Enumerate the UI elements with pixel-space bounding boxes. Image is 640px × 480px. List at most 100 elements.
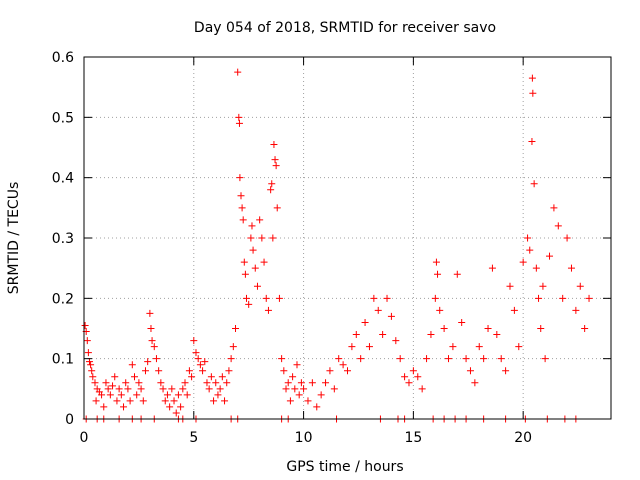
- data-point: [260, 258, 268, 266]
- data-point: [275, 294, 283, 302]
- y-tick-label: 0: [65, 412, 74, 428]
- data-point: [335, 355, 343, 363]
- data-point: [326, 367, 334, 375]
- data-point: [524, 234, 532, 242]
- data-point: [100, 403, 108, 411]
- x-axis-label: GPS time / hours: [286, 459, 403, 475]
- data-point: [159, 385, 167, 393]
- data-point: [317, 391, 325, 399]
- data-point: [236, 174, 244, 182]
- data-point: [423, 355, 431, 363]
- x-tick-label: 5: [189, 430, 198, 446]
- data-point: [453, 270, 461, 278]
- data-point: [322, 379, 330, 387]
- data-point: [471, 379, 479, 387]
- data-point: [131, 373, 139, 381]
- data-point: [242, 294, 250, 302]
- data-point: [190, 337, 198, 345]
- data-point: [194, 355, 202, 363]
- data-point: [273, 204, 281, 212]
- data-point: [308, 379, 316, 387]
- data-point: [462, 355, 470, 363]
- data-point: [102, 379, 110, 387]
- data-point: [267, 186, 275, 194]
- data-point: [480, 355, 488, 363]
- y-tick-label: 0.5: [52, 110, 74, 126]
- data-point: [157, 379, 165, 387]
- data-point: [488, 264, 496, 272]
- data-point: [458, 318, 466, 326]
- data-point: [141, 367, 149, 375]
- data-point: [166, 403, 174, 411]
- data-point: [357, 355, 365, 363]
- data-point: [291, 385, 299, 393]
- data-point: [396, 355, 404, 363]
- data-point: [161, 397, 169, 405]
- data-point: [239, 216, 247, 224]
- data-point: [237, 192, 245, 200]
- data-point: [550, 204, 558, 212]
- data-point: [235, 113, 243, 121]
- data-point: [234, 68, 242, 76]
- data-point: [109, 382, 117, 390]
- data-point: [502, 367, 510, 375]
- data-point: [120, 403, 128, 411]
- data-point: [409, 367, 417, 375]
- data-point: [330, 385, 338, 393]
- data-point: [484, 325, 492, 332]
- data-point: [554, 222, 562, 230]
- data-point: [152, 355, 160, 363]
- data-point: [251, 264, 259, 272]
- data-point: [196, 361, 204, 369]
- data-point: [128, 361, 136, 369]
- data-point: [240, 258, 248, 266]
- data-point: [506, 282, 514, 290]
- data-point: [532, 264, 540, 272]
- data-point: [113, 397, 121, 405]
- data-point: [268, 180, 276, 188]
- data-point: [115, 385, 123, 393]
- data-point: [238, 204, 246, 212]
- data-point: [104, 385, 112, 393]
- data-point: [272, 162, 280, 170]
- data-point: [431, 294, 439, 302]
- data-point: [144, 358, 152, 366]
- data-point: [427, 331, 435, 339]
- data-point: [84, 349, 92, 357]
- data-point: [300, 385, 308, 393]
- data-point: [535, 294, 543, 302]
- data-point: [440, 325, 448, 332]
- data-point: [563, 234, 571, 242]
- data-point: [181, 379, 189, 387]
- data-point: [271, 156, 279, 164]
- data-point: [170, 397, 178, 405]
- chart-title: Day 054 of 2018, SRMTID for receiver sav…: [194, 20, 496, 36]
- data-point: [218, 373, 226, 381]
- data-point: [210, 397, 218, 405]
- data-point: [147, 325, 155, 332]
- data-point: [401, 373, 409, 381]
- x-tick-label: 0: [80, 430, 89, 446]
- data-point: [124, 385, 132, 393]
- y-tick-label: 0.1: [52, 352, 74, 368]
- data-point: [174, 391, 182, 399]
- data-point: [199, 367, 207, 375]
- data-point: [280, 367, 288, 375]
- data-point: [418, 385, 426, 393]
- data-point: [541, 355, 549, 363]
- data-point: [466, 367, 474, 375]
- data-point: [392, 337, 400, 345]
- data-point: [177, 403, 185, 411]
- data-point: [81, 321, 89, 329]
- data-point: [445, 355, 453, 363]
- data-point: [515, 343, 523, 351]
- data-point: [436, 306, 444, 314]
- data-point: [379, 331, 387, 339]
- data-point: [282, 385, 290, 393]
- data-point: [91, 379, 99, 387]
- data-point: [258, 234, 266, 242]
- data-point: [172, 409, 180, 417]
- data-point: [361, 318, 369, 326]
- data-point: [344, 367, 351, 375]
